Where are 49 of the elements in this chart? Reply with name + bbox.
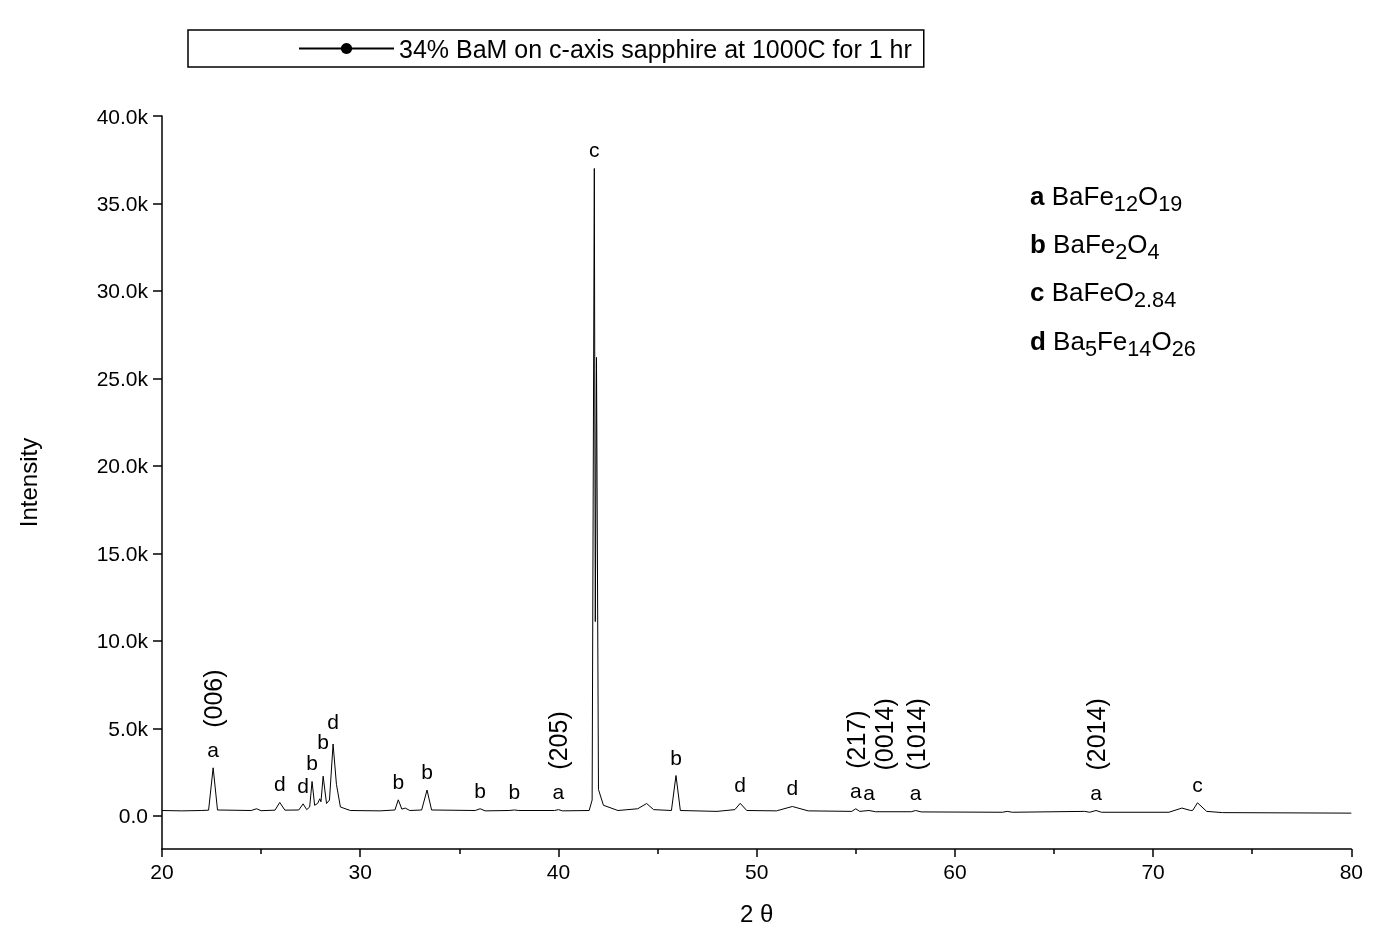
annotation: d	[786, 776, 799, 800]
annotation: d Ba$_{5}$Fe$_{14}$O$_{26}$	[1030, 324, 1196, 363]
x-tick-label: 40	[546, 860, 571, 883]
annotation: a	[552, 779, 565, 803]
x-tick-label: 60	[943, 860, 967, 883]
y-tick-label: 40.0k	[96, 104, 149, 128]
annotation: d	[327, 710, 339, 734]
annotation: b	[306, 751, 318, 775]
x-tick-label: 30	[348, 860, 372, 883]
legend-label: 34% BaM on c-axis sapphire at 1000C for 1 hr	[399, 34, 912, 63]
y-tick-label: 5.0k	[108, 716, 149, 740]
annotation: (1014)	[901, 698, 930, 771]
annotation: a	[909, 780, 922, 804]
y-tick-label: 25.0k	[96, 366, 149, 390]
annotation: a	[1090, 780, 1103, 804]
annotation: b	[317, 730, 329, 754]
y-tick-label: 20.0k	[96, 454, 149, 478]
annotation: a BaFe$_{12}$O$_{19}$	[1030, 180, 1184, 219]
annotation: d	[273, 772, 286, 796]
annotation: (217)	[841, 710, 870, 769]
annotation: b	[421, 760, 433, 784]
annotation: (2014)	[1082, 698, 1111, 771]
annotation: a	[849, 778, 862, 802]
annotation: b	[508, 779, 521, 803]
annotation: a	[863, 780, 876, 804]
annotation: c	[589, 138, 600, 162]
annotation: b	[392, 769, 405, 793]
y-tick-label: 30.0k	[96, 279, 149, 303]
annotation: (0014)	[870, 698, 899, 771]
annotation: b	[670, 745, 682, 769]
annotation: (006)	[199, 669, 228, 728]
annotation: d	[734, 773, 747, 797]
annotation: (205)	[544, 711, 573, 770]
x-axis-title: 2 θ	[739, 899, 774, 927]
annotation: b	[474, 778, 486, 802]
y-tick-label: 35.0k	[96, 191, 149, 215]
annotation: d	[297, 773, 309, 797]
y-tick-label: 10.0k	[96, 629, 149, 653]
annotation: b BaFe$_{2}$O$_{4}$	[1030, 228, 1161, 267]
annotation: c	[1192, 772, 1203, 796]
annotation: c BaFeO$_{2.84}$	[1030, 276, 1178, 315]
y-tick-label: 0.0	[118, 804, 148, 828]
x-tick-label: 70	[1141, 860, 1165, 883]
annotation: a	[207, 737, 220, 761]
y-tick-label: 15.0k	[96, 541, 149, 565]
x-tick-label: 80	[1339, 860, 1363, 883]
y-axis-title: Intensity	[14, 437, 42, 528]
x-tick-label: 20	[150, 860, 174, 883]
x-tick-label: 50	[744, 860, 769, 883]
